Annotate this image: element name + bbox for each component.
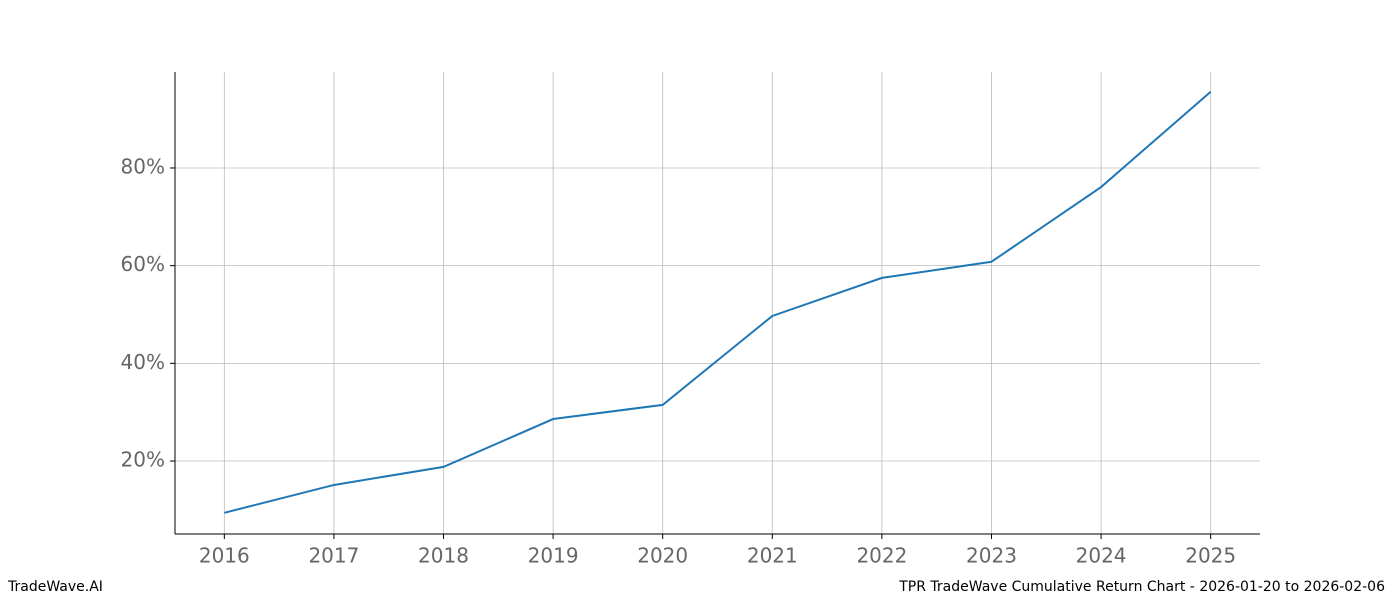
x-tick-label: 2023 bbox=[966, 544, 1017, 568]
line bbox=[224, 91, 1212, 514]
y-tick-label: 20% bbox=[121, 448, 165, 472]
x-tick-label: 2018 bbox=[418, 544, 469, 568]
x-tick-label: 2016 bbox=[199, 544, 250, 568]
y-tick-label: 80% bbox=[121, 154, 165, 178]
x-tick-label: 2024 bbox=[1076, 544, 1127, 568]
x-tick-label: 2021 bbox=[747, 544, 798, 568]
footer-left: TradeWave.AI bbox=[7, 579, 103, 595]
x-tick-label: 2020 bbox=[637, 544, 688, 568]
x-tick-label: 2019 bbox=[528, 544, 579, 568]
x-tick-label: 2022 bbox=[856, 544, 907, 568]
y-tick-label: 40% bbox=[121, 350, 165, 374]
y-tick-label: 60% bbox=[121, 252, 165, 276]
x-tick-label: 2017 bbox=[308, 544, 359, 568]
footer-right: TPR TradeWave Cumulative Return Chart - … bbox=[898, 579, 1385, 595]
x-tick-label: 2025 bbox=[1185, 544, 1236, 568]
